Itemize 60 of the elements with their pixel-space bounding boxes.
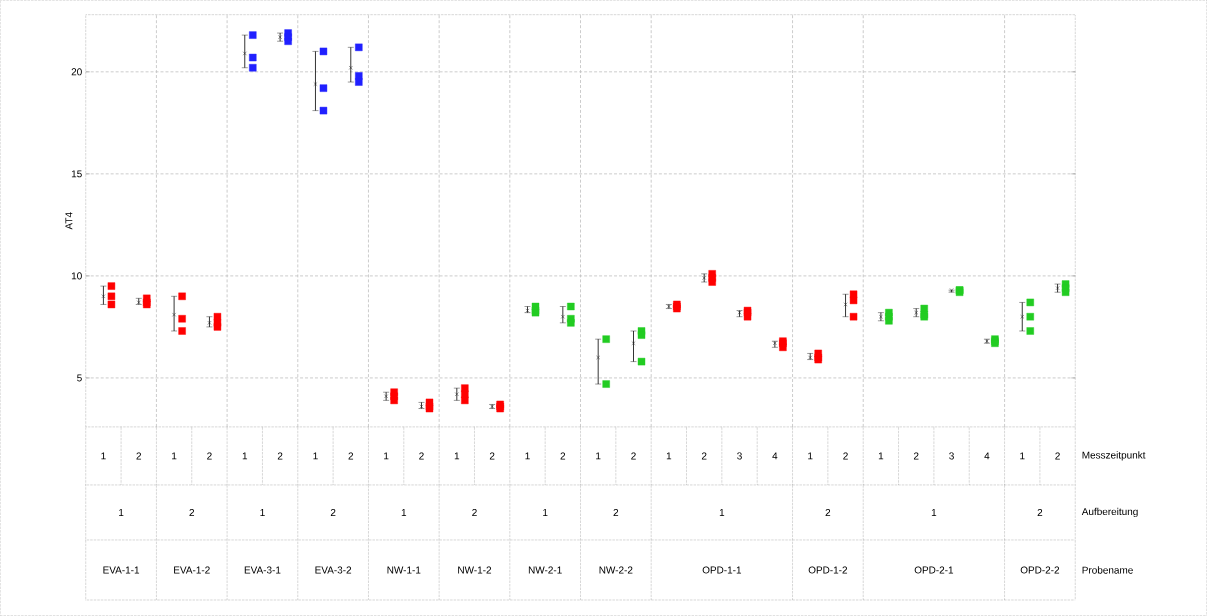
y-tick-label: 10: [71, 272, 82, 280]
x-tick-label: 2: [913, 452, 919, 460]
x-tick-label: 2: [207, 452, 212, 460]
x-tick-label: 2: [136, 452, 142, 460]
x-tick-label: 2: [1055, 452, 1060, 460]
text: OPD-1-2: [808, 566, 848, 574]
text: OPD-2-2: [1020, 566, 1060, 574]
text: 1: [719, 509, 725, 517]
text: NW-2-1: [528, 566, 562, 574]
text: 1: [260, 509, 265, 517]
text: OPD-1-1: [702, 566, 742, 574]
x-tick-label: 2: [843, 452, 848, 460]
text: 2: [472, 509, 477, 517]
x-tick-label: 1: [1020, 452, 1025, 460]
y-tick-label: 15: [71, 170, 82, 178]
y-tick-label: 20: [71, 68, 82, 76]
text: OPD-2-1: [914, 566, 954, 574]
text: 1: [543, 509, 548, 517]
text: 2: [613, 509, 619, 517]
y-axis-title: AT4: [65, 212, 73, 230]
text: EVA-3-1: [244, 566, 281, 574]
x-tick-label: 1: [596, 452, 601, 460]
x-tick-label: 1: [172, 452, 177, 460]
text: Messzeitpunkt: [1082, 451, 1146, 461]
x-tick-label: 1: [313, 452, 318, 460]
x-tick-label: 3: [949, 452, 954, 460]
x-tick-label: 1: [808, 452, 813, 460]
x-tick-label: 2: [419, 452, 424, 460]
x-tick-label: 1: [525, 452, 530, 460]
x-tick-label: 1: [101, 452, 106, 460]
text: NW-1-1: [387, 566, 421, 574]
text: 2: [330, 509, 336, 517]
x-tick-label: 1: [878, 452, 884, 460]
text: EVA-1-1: [103, 566, 140, 574]
x-tick-label: 2: [348, 452, 354, 460]
x-tick-label: 1: [666, 452, 672, 460]
x-tick-label: 1: [384, 452, 389, 460]
text: EVA-1-2: [174, 566, 210, 574]
x-tick-label: 1: [242, 452, 248, 460]
y-tick-label: 5: [77, 374, 82, 382]
text: EVA-3-2: [315, 566, 352, 574]
x-tick-label: 1: [454, 452, 460, 460]
x-tick-label: 2: [560, 452, 566, 460]
x-tick-label: 4: [984, 452, 990, 460]
text: Aufbereitung: [1081, 507, 1138, 518]
text: 1: [931, 509, 937, 517]
x-tick-label: 2: [489, 452, 495, 460]
text: 1: [119, 509, 124, 517]
x-tick-label: 4: [772, 452, 778, 460]
text: 1: [401, 509, 407, 517]
x-tick-label: 2: [277, 452, 283, 460]
text: 2: [825, 509, 831, 517]
text: NW-2-2: [599, 566, 633, 574]
x-tick-label: 2: [701, 452, 707, 460]
x-tick-label: 2: [631, 452, 636, 460]
text: 2: [1037, 509, 1043, 517]
text: NW-1-2: [458, 566, 492, 574]
x-tick-label: 3: [737, 452, 742, 460]
text: Probename: [1082, 566, 1133, 574]
text: 2: [189, 509, 195, 517]
